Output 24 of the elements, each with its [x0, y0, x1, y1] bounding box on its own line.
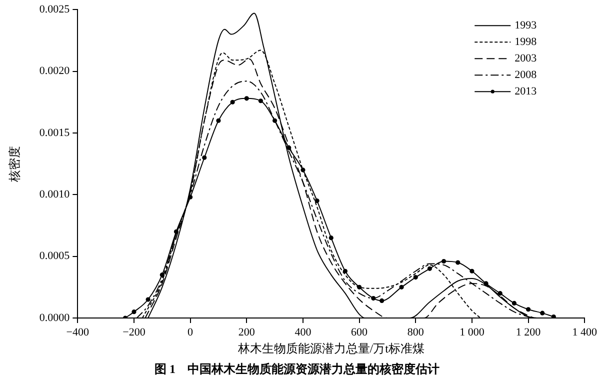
x-tick-label: 1 000 — [460, 326, 485, 338]
x-tick-label: −400 — [66, 326, 90, 338]
x-tick-label: 1 200 — [516, 326, 542, 338]
text: 图 1 中国林木生物质能源资源潜力总量的核密度估计 — [154, 362, 440, 376]
y-tick-label: 0.0025 — [39, 3, 70, 16]
x-tick-label: 200 — [238, 326, 256, 338]
y-tick-label: 0.0005 — [39, 250, 70, 262]
x-axis-title: 林木生物质能源潜力总量/万t标准煤 — [236, 342, 424, 356]
x-tick-label: 0 — [188, 326, 194, 338]
legend-label: 1993 — [514, 19, 538, 32]
y-tick-label: 0.0000 — [39, 312, 70, 324]
legend-label: 1998 — [514, 36, 538, 48]
x-tick-label: 400 — [294, 326, 312, 338]
legend-label: 2008 — [514, 68, 538, 81]
y-tick-label: 0.0015 — [39, 126, 70, 139]
x-tick-label: 1 400 — [572, 326, 598, 338]
x-tick-label: −200 — [122, 326, 146, 338]
y-tick-label: 0.0020 — [39, 65, 70, 78]
y-tick-label: 0.0010 — [39, 188, 70, 201]
legend-label: 2013 — [514, 85, 538, 98]
y-axis-title: 核密度 — [7, 146, 22, 183]
x-tick-label: 800 — [407, 326, 424, 338]
legend-label: 2003 — [514, 52, 538, 64]
x-tick-label: 600 — [351, 326, 368, 338]
